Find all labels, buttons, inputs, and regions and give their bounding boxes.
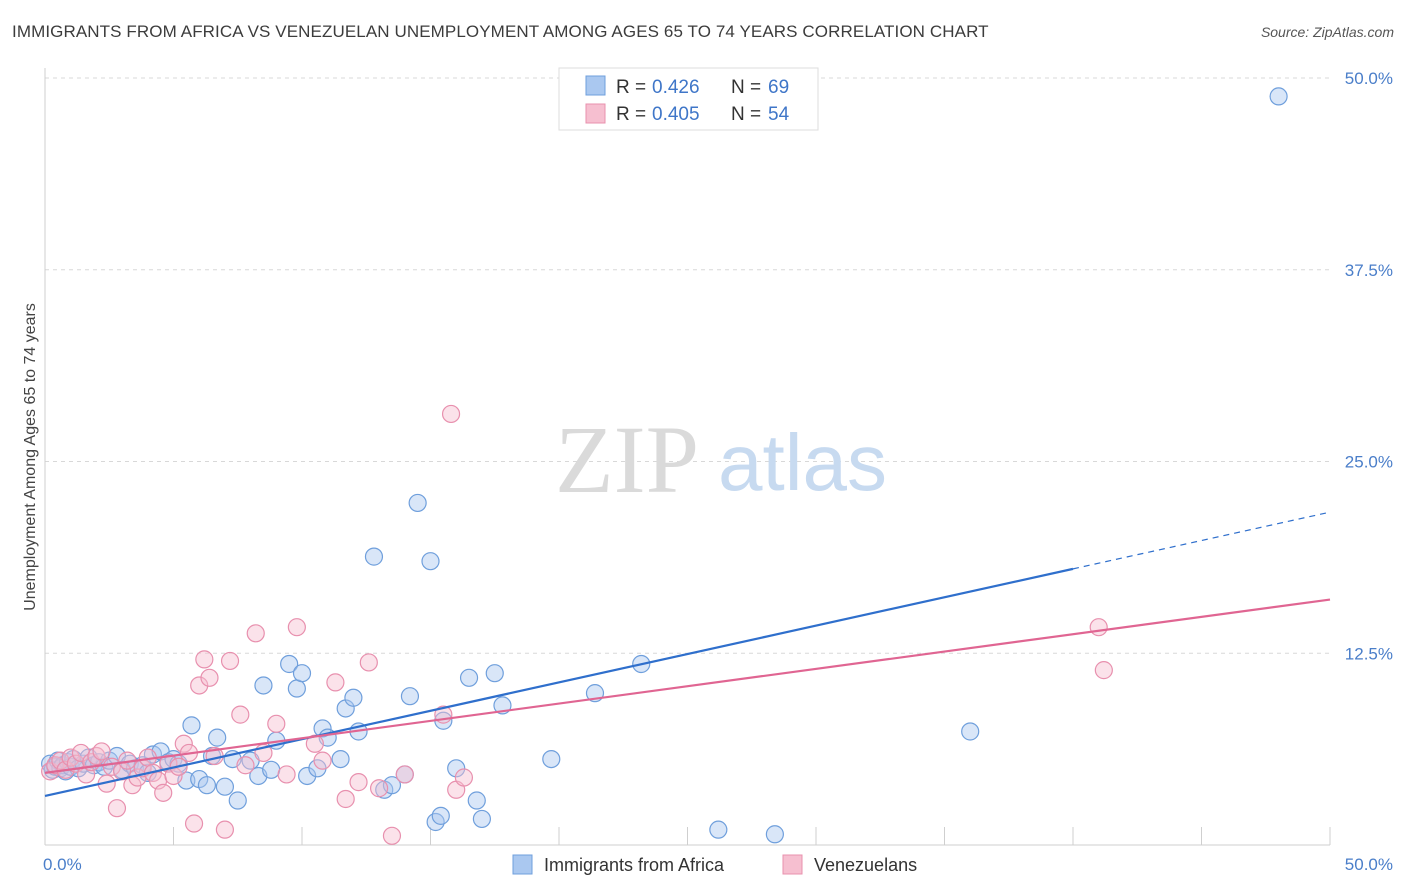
trend-lines	[44, 511, 1331, 797]
venezuelan-point-30	[195, 650, 214, 669]
grid-lines	[45, 77, 1330, 654]
venezuelan-point-2	[51, 751, 70, 770]
venezuelan-point-47	[359, 653, 378, 672]
africa-trend-line	[44, 567, 1074, 797]
africa-point-67	[472, 809, 491, 829]
venezuelan-point-13	[107, 799, 127, 818]
y-tick-label-1: 25.0%	[1345, 453, 1393, 472]
watermark-zip: ZIP	[555, 406, 699, 513]
venezuelan-point-39	[267, 714, 286, 733]
africa-point-59	[421, 552, 440, 571]
bottom-legend-swatch-venezuelans	[782, 854, 803, 875]
africa-point-42	[280, 654, 299, 674]
legend-africa-r-value: 0.426	[652, 77, 700, 98]
venezuelan-point-28	[184, 814, 204, 833]
africa-point-73	[765, 825, 784, 844]
africa-point-63	[447, 759, 466, 778]
africa-point-69	[542, 749, 561, 769]
africa-point-74	[961, 722, 980, 741]
africa-point-57	[400, 687, 420, 706]
x-tick-label-0: 0.0%	[43, 855, 82, 874]
venezuelan-point-29	[190, 676, 209, 695]
venezuelan-point-6	[71, 743, 91, 763]
bottom-legend-swatch-africa	[512, 854, 533, 875]
legend-venez-r-label: R =	[616, 104, 646, 125]
chart-title: IMMIGRANTS FROM AFRICA VS VENEZUELAN UNE…	[12, 22, 989, 41]
venezuelan-point-43	[313, 751, 332, 770]
africa-point-31	[197, 776, 217, 795]
africa-point-64	[459, 668, 479, 687]
venezuelan-trend-line	[44, 598, 1331, 774]
venezuelan-point-26	[174, 734, 193, 753]
venezuelan-point-41	[287, 618, 306, 637]
legend-venez-n-label: N =	[731, 104, 761, 125]
africa-point-61	[431, 806, 450, 825]
y-tick-label-3: 50.0%	[1345, 69, 1393, 88]
legend-swatch-africa	[585, 75, 606, 96]
venezuelan-point-56	[1094, 661, 1113, 680]
venezuelan-point-35	[231, 705, 250, 724]
africa-point-43	[287, 679, 306, 698]
x-tick-label-1: 50.0%	[1345, 855, 1393, 874]
africa-point-33	[208, 728, 227, 747]
africa-point-66	[467, 791, 486, 810]
venezuelan-point-55	[1089, 618, 1108, 637]
africa-point-45	[298, 766, 317, 786]
africa-point-39	[254, 676, 273, 695]
venezuelan-point-33	[215, 820, 234, 839]
africa-point-44	[292, 664, 312, 683]
venezuelan-point-36	[236, 756, 255, 775]
legend-venez-n-value: 54	[768, 104, 790, 125]
africa-point-53	[364, 547, 384, 566]
africa-point-58	[408, 493, 427, 513]
legend-africa-r-label: R =	[616, 77, 646, 98]
venezuelan-point-31	[200, 668, 219, 687]
bottom-legend: Immigrants from Africa Venezuelans	[512, 854, 917, 875]
venezuelan-point-44	[326, 673, 345, 692]
bottom-legend-africa-label: Immigrants from Africa	[544, 855, 725, 875]
venezuelan-point-37	[246, 624, 265, 643]
venezuelan-point-53	[454, 768, 474, 787]
africa-point-36	[228, 791, 247, 810]
venezuelan-point-40	[277, 765, 296, 784]
venezuelan-point-34	[220, 651, 240, 671]
watermark: ZIP atlas	[555, 406, 887, 513]
africa-trend-extension	[1072, 511, 1331, 570]
venezuelan-point-50	[395, 765, 414, 784]
venezuelan-point-46	[349, 773, 368, 792]
africa-point-72	[709, 820, 728, 839]
legend-venez-r-value: 0.405	[652, 104, 700, 125]
bottom-legend-venez-label: Venezuelans	[814, 855, 917, 875]
africa-point-65	[485, 664, 504, 683]
venezuelan-point-49	[382, 826, 402, 845]
africa-point-51	[344, 688, 363, 707]
y-axis-label: Unemployment Among Ages 65 to 74 years	[22, 303, 39, 611]
venezuelan-point-45	[336, 789, 355, 809]
africa-point-34	[215, 777, 234, 796]
venezuelan-point-10	[92, 742, 111, 761]
africa-point-75	[1269, 87, 1288, 106]
venezuelan-point-54	[441, 404, 461, 424]
legend-africa-n-value: 69	[768, 77, 789, 98]
legend: R = 0.426 N = 69 R = 0.405 N = 54	[558, 67, 819, 131]
africa-point-40	[262, 760, 281, 779]
axes	[44, 68, 1331, 846]
legend-africa-n-label: N =	[731, 77, 761, 98]
venezuelan-point-22	[154, 783, 173, 802]
chart-source: Source: ZipAtlas.com	[1260, 24, 1394, 40]
legend-swatch-venezuelans	[585, 103, 606, 124]
y-tick-label-2: 37.5%	[1345, 261, 1393, 280]
venezuelan-point-48	[370, 779, 389, 798]
africa-point-29	[182, 716, 201, 735]
africa-point-49	[331, 749, 350, 769]
watermark-atlas: atlas	[718, 418, 887, 507]
tick-labels: 12.5% 25.0% 37.5% 50.0% 0.0% 50.0%	[43, 69, 1393, 874]
y-tick-label-0: 12.5%	[1345, 644, 1393, 663]
